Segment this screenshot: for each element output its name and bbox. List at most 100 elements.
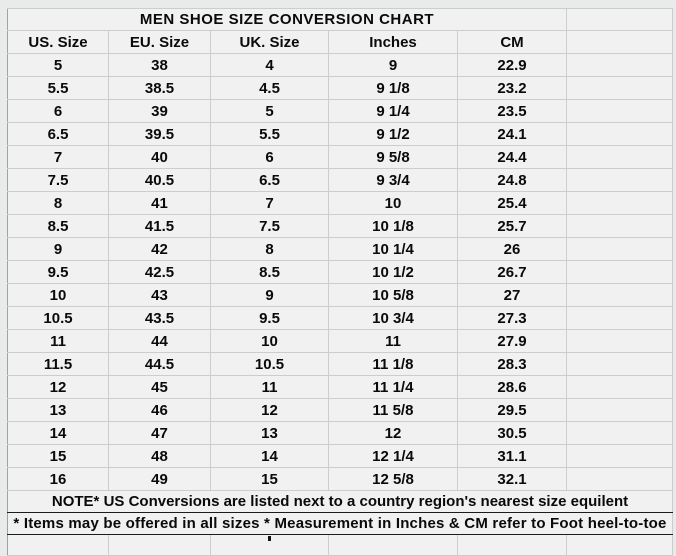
table-cell[interactable]: 10 bbox=[7, 283, 109, 307]
table-cell[interactable]: 38.5 bbox=[108, 76, 211, 100]
empty-cell[interactable] bbox=[566, 99, 673, 123]
table-cell[interactable]: 10 1/4 bbox=[328, 237, 458, 261]
table-cell[interactable]: 24.8 bbox=[457, 168, 567, 192]
table-cell[interactable]: 14 bbox=[210, 444, 329, 468]
table-cell[interactable]: 12 bbox=[210, 398, 329, 422]
table-cell[interactable]: 28.6 bbox=[457, 375, 567, 399]
column-header-us-size[interactable]: US. Size bbox=[7, 30, 109, 54]
table-cell[interactable]: 11 1/8 bbox=[328, 352, 458, 376]
empty-cell[interactable] bbox=[566, 306, 673, 330]
table-cell[interactable]: 43 bbox=[108, 283, 211, 307]
empty-cell[interactable] bbox=[566, 30, 673, 54]
table-cell[interactable]: 8.5 bbox=[7, 214, 109, 238]
table-cell[interactable]: 5 bbox=[210, 99, 329, 123]
empty-cell[interactable] bbox=[566, 534, 673, 556]
empty-cell[interactable] bbox=[7, 534, 109, 556]
table-cell[interactable]: 11 5/8 bbox=[328, 398, 458, 422]
table-cell[interactable]: 13 bbox=[7, 398, 109, 422]
table-cell[interactable]: 9.5 bbox=[210, 306, 329, 330]
table-cell[interactable]: 9 5/8 bbox=[328, 145, 458, 169]
table-cell[interactable]: 5.5 bbox=[7, 76, 109, 100]
table-cell[interactable]: 29.5 bbox=[457, 398, 567, 422]
table-cell[interactable]: 45 bbox=[108, 375, 211, 399]
table-cell[interactable]: 7 bbox=[210, 191, 329, 215]
table-cell[interactable]: 9 bbox=[7, 237, 109, 261]
table-cell[interactable]: 25.4 bbox=[457, 191, 567, 215]
table-cell[interactable]: 8.5 bbox=[210, 260, 329, 284]
table-cell[interactable]: 26.7 bbox=[457, 260, 567, 284]
table-cell[interactable]: 49 bbox=[108, 467, 211, 491]
table-cell[interactable]: 9 bbox=[210, 283, 329, 307]
empty-cell[interactable] bbox=[328, 534, 458, 556]
empty-cell[interactable] bbox=[566, 214, 673, 238]
table-cell[interactable]: 6.5 bbox=[7, 122, 109, 146]
table-cell[interactable]: 9 3/4 bbox=[328, 168, 458, 192]
table-cell[interactable]: 13 bbox=[210, 421, 329, 445]
column-header-inches[interactable]: Inches bbox=[328, 30, 458, 54]
table-cell[interactable]: 7.5 bbox=[210, 214, 329, 238]
table-cell[interactable]: 12 bbox=[7, 375, 109, 399]
table-cell[interactable]: 10.5 bbox=[7, 306, 109, 330]
table-cell[interactable]: 12 bbox=[328, 421, 458, 445]
table-cell[interactable]: 6 bbox=[7, 99, 109, 123]
empty-cell[interactable] bbox=[566, 237, 673, 261]
table-cell[interactable]: 47 bbox=[108, 421, 211, 445]
table-cell[interactable]: 28.3 bbox=[457, 352, 567, 376]
table-cell[interactable]: 41 bbox=[108, 191, 211, 215]
table-cell[interactable]: 24.1 bbox=[457, 122, 567, 146]
table-cell[interactable]: 10 bbox=[328, 191, 458, 215]
table-cell[interactable]: 8 bbox=[210, 237, 329, 261]
empty-cell[interactable] bbox=[457, 534, 567, 556]
empty-cell[interactable] bbox=[566, 168, 673, 192]
table-cell[interactable]: 11.5 bbox=[7, 352, 109, 376]
chart-title[interactable]: MEN SHOE SIZE CONVERSION CHART bbox=[7, 8, 567, 31]
table-cell[interactable]: 14 bbox=[7, 421, 109, 445]
table-cell[interactable]: 10 5/8 bbox=[328, 283, 458, 307]
note-primary-text[interactable]: NOTE* US Conversions are listed next to … bbox=[7, 490, 673, 513]
table-cell[interactable]: 11 1/4 bbox=[328, 375, 458, 399]
table-cell[interactable]: 48 bbox=[108, 444, 211, 468]
table-cell[interactable]: 7.5 bbox=[7, 168, 109, 192]
column-header-eu-size[interactable]: EU. Size bbox=[108, 30, 211, 54]
table-cell[interactable]: 10 1/2 bbox=[328, 260, 458, 284]
table-cell[interactable]: 10 3/4 bbox=[328, 306, 458, 330]
empty-cell[interactable] bbox=[566, 191, 673, 215]
table-cell[interactable]: 46 bbox=[108, 398, 211, 422]
table-cell[interactable]: 12 1/4 bbox=[328, 444, 458, 468]
table-cell[interactable]: 44 bbox=[108, 329, 211, 353]
table-cell[interactable]: 42 bbox=[108, 237, 211, 261]
table-cell[interactable]: 27 bbox=[457, 283, 567, 307]
table-cell[interactable]: 9 bbox=[328, 53, 458, 77]
empty-cell[interactable] bbox=[566, 122, 673, 146]
empty-cell[interactable] bbox=[108, 534, 211, 556]
table-cell[interactable]: 4 bbox=[210, 53, 329, 77]
table-cell[interactable]: 8 bbox=[7, 191, 109, 215]
table-cell[interactable]: 9 1/4 bbox=[328, 99, 458, 123]
note-secondary-text[interactable]: * Items may be offered in all sizes * Me… bbox=[7, 512, 673, 535]
empty-cell[interactable] bbox=[566, 76, 673, 100]
table-cell[interactable]: 24.4 bbox=[457, 145, 567, 169]
table-cell[interactable]: 15 bbox=[7, 444, 109, 468]
table-cell[interactable]: 4.5 bbox=[210, 76, 329, 100]
table-cell[interactable]: 10.5 bbox=[210, 352, 329, 376]
table-cell[interactable]: 5 bbox=[7, 53, 109, 77]
table-cell[interactable]: 5.5 bbox=[210, 122, 329, 146]
empty-cell[interactable] bbox=[566, 467, 673, 491]
empty-cell[interactable] bbox=[566, 329, 673, 353]
table-cell[interactable]: 39.5 bbox=[108, 122, 211, 146]
empty-cell[interactable] bbox=[566, 8, 673, 31]
table-cell[interactable]: 11 bbox=[328, 329, 458, 353]
column-header-uk-size[interactable]: UK. Size bbox=[210, 30, 329, 54]
clipped-cell[interactable] bbox=[210, 534, 329, 556]
empty-cell[interactable] bbox=[566, 421, 673, 445]
table-cell[interactable]: 12 5/8 bbox=[328, 467, 458, 491]
column-header-cm[interactable]: CM bbox=[457, 30, 567, 54]
table-cell[interactable]: 25.7 bbox=[457, 214, 567, 238]
table-cell[interactable]: 42.5 bbox=[108, 260, 211, 284]
table-cell[interactable]: 27.3 bbox=[457, 306, 567, 330]
table-cell[interactable]: 10 1/8 bbox=[328, 214, 458, 238]
empty-cell[interactable] bbox=[566, 260, 673, 284]
table-cell[interactable]: 9.5 bbox=[7, 260, 109, 284]
table-cell[interactable]: 6 bbox=[210, 145, 329, 169]
empty-cell[interactable] bbox=[566, 375, 673, 399]
